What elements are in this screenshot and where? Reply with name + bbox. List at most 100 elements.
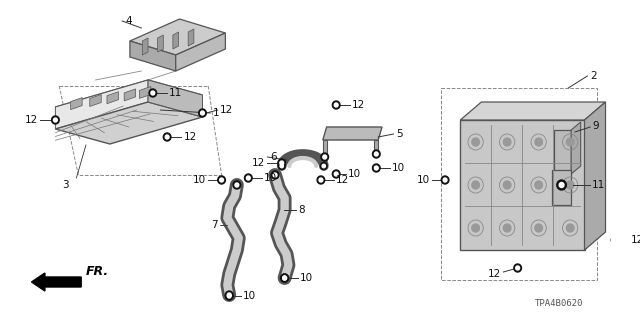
Circle shape bbox=[235, 183, 239, 187]
Circle shape bbox=[332, 170, 340, 178]
Circle shape bbox=[225, 292, 233, 300]
Circle shape bbox=[321, 153, 328, 161]
Circle shape bbox=[220, 178, 223, 182]
Polygon shape bbox=[90, 94, 101, 107]
Circle shape bbox=[441, 176, 449, 184]
Polygon shape bbox=[584, 102, 605, 250]
Circle shape bbox=[535, 181, 543, 189]
Polygon shape bbox=[323, 140, 326, 157]
Circle shape bbox=[149, 89, 157, 97]
Circle shape bbox=[372, 164, 380, 172]
Circle shape bbox=[472, 224, 479, 232]
Circle shape bbox=[227, 293, 231, 297]
Circle shape bbox=[535, 224, 543, 232]
Text: 12: 12 bbox=[336, 175, 349, 185]
FancyArrow shape bbox=[31, 273, 81, 291]
Circle shape bbox=[246, 176, 250, 180]
Text: 10: 10 bbox=[193, 175, 206, 185]
Text: TPA4B0620: TPA4B0620 bbox=[535, 299, 583, 308]
Circle shape bbox=[503, 181, 511, 189]
Text: 12: 12 bbox=[488, 269, 501, 279]
Polygon shape bbox=[124, 89, 136, 101]
Text: 4: 4 bbox=[125, 16, 132, 26]
Circle shape bbox=[334, 103, 338, 107]
Circle shape bbox=[372, 150, 380, 158]
Polygon shape bbox=[157, 35, 163, 52]
Polygon shape bbox=[148, 80, 202, 117]
Text: 10: 10 bbox=[243, 291, 256, 301]
Polygon shape bbox=[130, 19, 225, 55]
Circle shape bbox=[278, 159, 285, 167]
Circle shape bbox=[516, 266, 520, 270]
Circle shape bbox=[271, 171, 279, 179]
Text: 2: 2 bbox=[590, 71, 597, 81]
Circle shape bbox=[503, 138, 511, 146]
Circle shape bbox=[613, 238, 617, 242]
Circle shape bbox=[227, 294, 231, 298]
Circle shape bbox=[283, 276, 287, 280]
Circle shape bbox=[233, 181, 241, 189]
Text: 12: 12 bbox=[184, 132, 196, 142]
Circle shape bbox=[225, 291, 233, 299]
Polygon shape bbox=[56, 80, 202, 122]
Circle shape bbox=[278, 163, 285, 170]
Text: 11: 11 bbox=[169, 88, 182, 98]
Circle shape bbox=[566, 224, 574, 232]
Polygon shape bbox=[107, 92, 118, 104]
Circle shape bbox=[200, 111, 204, 115]
Text: 10: 10 bbox=[300, 273, 313, 283]
Circle shape bbox=[611, 236, 619, 244]
Text: 8: 8 bbox=[298, 205, 305, 215]
Polygon shape bbox=[70, 98, 82, 109]
Polygon shape bbox=[374, 140, 378, 154]
Circle shape bbox=[281, 274, 289, 282]
Circle shape bbox=[281, 274, 289, 282]
Polygon shape bbox=[188, 29, 194, 46]
Polygon shape bbox=[323, 127, 382, 140]
Text: 10: 10 bbox=[392, 163, 404, 173]
Circle shape bbox=[280, 164, 284, 168]
Circle shape bbox=[280, 161, 284, 165]
Circle shape bbox=[218, 176, 225, 184]
Circle shape bbox=[163, 133, 171, 141]
Polygon shape bbox=[56, 102, 202, 144]
Circle shape bbox=[334, 172, 338, 176]
Circle shape bbox=[273, 173, 277, 177]
Text: 12: 12 bbox=[25, 115, 38, 125]
Circle shape bbox=[52, 116, 60, 124]
Circle shape bbox=[374, 166, 378, 170]
Polygon shape bbox=[176, 33, 225, 71]
Polygon shape bbox=[460, 102, 605, 120]
Circle shape bbox=[535, 138, 543, 146]
Circle shape bbox=[374, 152, 378, 156]
Polygon shape bbox=[554, 130, 571, 174]
Circle shape bbox=[165, 135, 169, 139]
Circle shape bbox=[322, 164, 326, 168]
Text: FR.: FR. bbox=[86, 265, 109, 278]
Text: 1: 1 bbox=[213, 108, 220, 118]
Circle shape bbox=[321, 163, 327, 170]
Text: 12: 12 bbox=[351, 100, 365, 110]
Circle shape bbox=[557, 180, 566, 190]
Circle shape bbox=[566, 181, 574, 189]
Circle shape bbox=[566, 138, 574, 146]
Text: 7: 7 bbox=[211, 220, 218, 230]
Polygon shape bbox=[460, 120, 584, 250]
Polygon shape bbox=[130, 41, 176, 71]
Polygon shape bbox=[56, 80, 148, 129]
Circle shape bbox=[332, 101, 340, 109]
Circle shape bbox=[283, 276, 287, 280]
Text: 5: 5 bbox=[396, 129, 403, 139]
Circle shape bbox=[198, 109, 206, 117]
Polygon shape bbox=[173, 32, 179, 49]
Text: 12: 12 bbox=[220, 105, 233, 115]
Circle shape bbox=[323, 155, 326, 159]
Polygon shape bbox=[571, 122, 580, 174]
Circle shape bbox=[503, 224, 511, 232]
Text: 12: 12 bbox=[252, 158, 266, 168]
Circle shape bbox=[559, 182, 564, 188]
Circle shape bbox=[151, 91, 155, 95]
Circle shape bbox=[472, 138, 479, 146]
Circle shape bbox=[472, 181, 479, 189]
Circle shape bbox=[244, 174, 252, 182]
